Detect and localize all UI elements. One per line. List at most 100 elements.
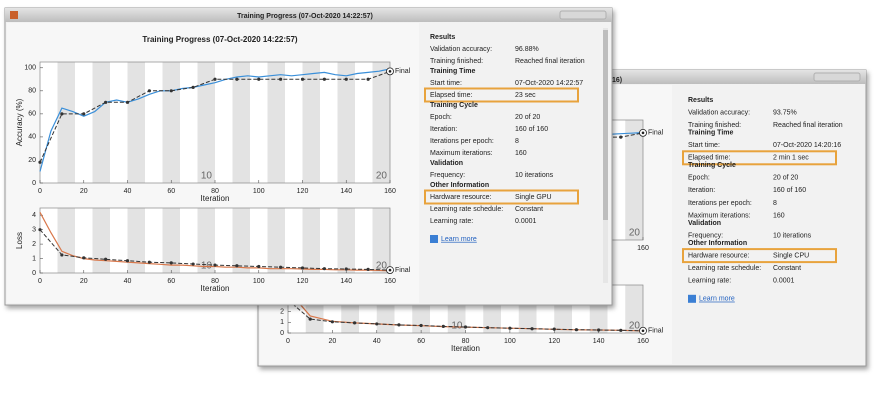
final-label: Final (648, 130, 664, 137)
epoch-band (57, 208, 75, 273)
x-tick-label: 160 (637, 338, 649, 345)
series-point (508, 326, 512, 330)
training-window: Training Progress (07-Oct-2020 14:22:57)… (4, 7, 613, 306)
series-point (235, 264, 239, 268)
info-label: Start time: (688, 142, 720, 149)
final-marker-dot (388, 70, 392, 73)
x-tick-label: 120 (548, 338, 560, 345)
window-controls (813, 72, 861, 82)
learn-more-link[interactable]: Learn more (441, 236, 477, 243)
y-tick-label: 2 (280, 309, 284, 316)
panel-heading: Training Cycle (430, 102, 478, 109)
series-point (419, 323, 423, 328)
epoch-band (267, 208, 285, 273)
series-point (375, 322, 379, 326)
epoch-label: 20 (376, 261, 388, 272)
series-point (397, 323, 401, 327)
series-point (235, 77, 239, 81)
series-point (147, 89, 151, 93)
y-tick-label: 100 (24, 65, 36, 72)
y-tick-label: 1 (280, 319, 284, 326)
series-point (279, 265, 283, 269)
x-tick-label: 140 (340, 278, 352, 285)
plot: 0 20 40 60 80 100 120 140 160 0 20 40 60 80 100 Iterati… (15, 61, 411, 203)
info-value: Constant (773, 265, 801, 272)
x-tick-label: 120 (297, 278, 309, 285)
epoch-band (197, 208, 215, 273)
info-value: 160 of 160 (773, 187, 806, 194)
info-label: Learning rate: (688, 278, 731, 285)
x-tick-label: 20 (328, 338, 336, 345)
x-axis-label: Iteration (201, 284, 230, 293)
series-point (322, 267, 326, 271)
info-value: 2 min 1 sec (773, 155, 809, 162)
x-tick-label: 80 (211, 278, 219, 285)
x-tick-label: 80 (211, 188, 219, 195)
series-point (619, 135, 623, 139)
x-tick-label: 140 (340, 188, 352, 195)
y-tick-label: 4 (32, 212, 36, 219)
info-value: Reached final iteration (515, 58, 585, 65)
info-label: Training finished: (688, 122, 741, 129)
x-tick-label: 160 (384, 278, 396, 285)
x-tick-label: 0 (38, 278, 42, 285)
epoch-band (267, 62, 285, 183)
info-value: 96.88% (515, 46, 539, 53)
series-point (213, 77, 217, 81)
series-point (169, 261, 173, 265)
series-point (352, 321, 357, 325)
x-axis-label: Iteration (451, 344, 480, 353)
series-point (147, 260, 151, 264)
info-icon (688, 294, 696, 303)
info-value: 160 (515, 150, 527, 157)
y-tick-label: 0 (32, 270, 36, 277)
window-controls (559, 10, 607, 20)
series-point (463, 325, 468, 329)
x-tick-label: 160 (637, 245, 649, 252)
info-label: Elapsed time: (688, 155, 730, 162)
info-label: Training finished: (430, 58, 483, 65)
epoch-band (127, 62, 145, 183)
x-tick-label: 140 (593, 338, 605, 345)
epoch-band (57, 62, 75, 183)
panel-heading: Other Information (688, 240, 747, 247)
y-tick-label: 40 (28, 134, 36, 141)
highlight-box (424, 189, 579, 205)
series-point (104, 100, 108, 104)
learn-more-link[interactable]: Learn more (699, 296, 735, 303)
y-tick-label: 0 (280, 330, 284, 337)
info-label: Learning rate schedule: (688, 265, 761, 272)
epoch-band (372, 62, 390, 183)
app-icon (10, 11, 18, 19)
epoch-label: 20 (629, 321, 641, 332)
info-label: Iterations per epoch: (430, 138, 494, 145)
info-label: Validation accuracy: (430, 46, 492, 53)
x-tick-label: 80 (462, 338, 470, 345)
info-value: 20 of 20 (515, 114, 540, 121)
series-point (366, 267, 370, 271)
series-point (38, 228, 42, 232)
epoch-band (197, 62, 215, 183)
series-point (191, 262, 195, 266)
panel-heading: Training Cycle (688, 162, 736, 169)
info-label: Epoch: (430, 114, 452, 121)
series-point (344, 267, 348, 271)
series-point (60, 112, 64, 116)
x-tick-label: 100 (253, 278, 265, 285)
panel-heading: Training Time (688, 129, 733, 136)
series-point (322, 77, 326, 81)
scrollbar-thumb[interactable] (603, 30, 608, 220)
final-marker-dot (641, 329, 645, 333)
y-axis-label: Loss (15, 232, 24, 249)
chart-title: Training Progress (07-Oct-2020 14:22:57) (142, 35, 298, 44)
epoch-band (232, 62, 250, 183)
y-tick-label: 0 (32, 180, 36, 187)
panel-heading: Validation (688, 220, 721, 227)
info-value: 8 (515, 138, 519, 145)
info-label: Maximum iterations: (430, 150, 493, 157)
window-title: Training Progress (07-Oct-2020 14:22:57) (237, 13, 373, 20)
panel-heading: Validation (430, 160, 463, 167)
info-label: Learning rate schedule: (430, 206, 503, 213)
epoch-band (337, 208, 355, 273)
series-point (213, 263, 217, 267)
